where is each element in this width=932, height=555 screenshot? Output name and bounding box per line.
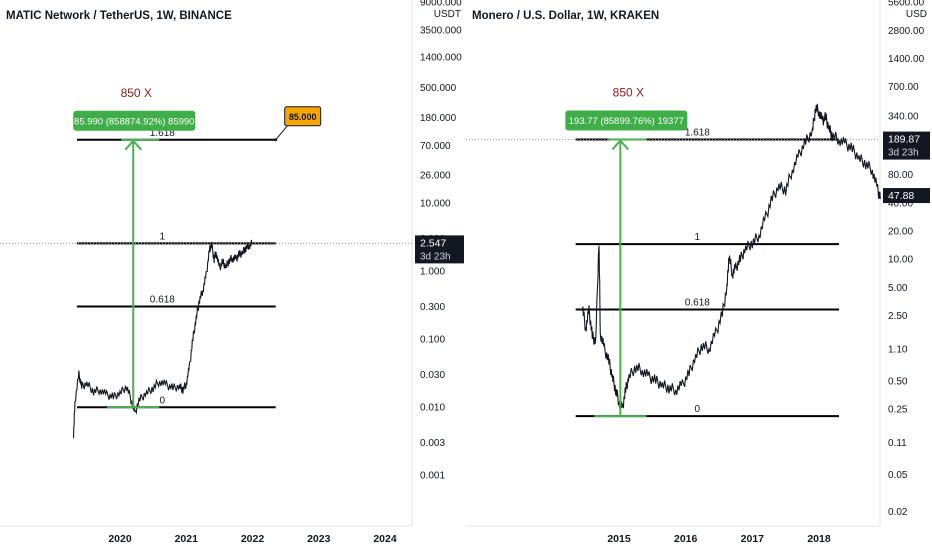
y-tick-label: 1.10 xyxy=(888,344,908,355)
y-tick-label: 40.00 xyxy=(888,198,913,209)
y-tick-label: 500.000 xyxy=(420,83,457,94)
y-tick-label: 0.02 xyxy=(888,507,908,518)
x-tick-label: 2024 xyxy=(373,533,397,545)
cursor-price-tag xyxy=(883,131,930,160)
y-tick-label: 1.000 xyxy=(420,267,445,278)
y-tick-label: 10.000 xyxy=(420,199,451,210)
measure-label-text: 193.77 (85899.76%) 19377 xyxy=(569,116,684,127)
y-tick-label: 3500.000 xyxy=(420,26,462,37)
x-tick-label: 2020 xyxy=(108,533,132,545)
y-tick-label: 1400.00 xyxy=(888,54,925,65)
last-price-value: 2.547 xyxy=(420,237,446,249)
cursor-price-value: 189.87 xyxy=(888,134,920,146)
y-tick-label: 1400.000 xyxy=(420,53,462,64)
y-tick-label: 0.11 xyxy=(888,438,907,449)
y-tick-label: 10.00 xyxy=(888,255,913,266)
multiple-label: 850 X xyxy=(121,86,152,100)
y-tick-label: 70.000 xyxy=(420,141,451,152)
y-tick-label: 0.05 xyxy=(888,470,908,481)
y-tick-label: 20.00 xyxy=(888,227,913,238)
chart-title: Monero / U.S. Dollar, 1W, KRAKEN xyxy=(472,10,659,22)
cursor-price-countdown: 3d 23h xyxy=(888,148,919,159)
callout-box[interactable] xyxy=(284,106,322,127)
y-tick-label: 0.25 xyxy=(888,405,908,416)
y-tick-label: 0.50 xyxy=(888,376,908,387)
y-tick-label: 5600.00 xyxy=(888,0,925,9)
last-price-tag xyxy=(415,235,464,264)
fib-level-label: 1.618 xyxy=(150,128,175,139)
fib-level-label: 0 xyxy=(160,395,166,406)
currency-label: USDT xyxy=(434,9,461,20)
y-tick-label: 2.50 xyxy=(888,311,908,322)
measure-label-box xyxy=(73,110,196,131)
chart-pane-1[interactable]: MATIC Network / TetherUS, 1W, BINANCE USD… xyxy=(0,0,464,545)
measure-label-text: 85.990 (858874.92%) 85990 xyxy=(74,116,194,127)
fib-level-label: 1 xyxy=(160,231,166,242)
x-tick-label: 2015 xyxy=(607,533,631,545)
y-tick-label: 26.000 xyxy=(420,170,451,181)
y-tick-label: 340.00 xyxy=(888,111,919,122)
y-tick-label: 180.000 xyxy=(420,113,457,124)
y-tick-label: 0.010 xyxy=(420,403,445,414)
x-tick-label: 2017 xyxy=(741,533,765,545)
x-tick-label: 2018 xyxy=(807,533,831,545)
measure-label-box xyxy=(565,110,688,131)
callout-anchor-dot xyxy=(274,138,278,142)
price-series-line[interactable] xyxy=(581,103,881,409)
fib-level-label: 1.618 xyxy=(685,128,710,139)
y-tick-label: 0.001 xyxy=(420,471,445,482)
y-tick-label: 2800.00 xyxy=(888,26,925,37)
fib-level-label: 0.618 xyxy=(685,297,710,308)
fib-level-label: 0 xyxy=(695,404,701,415)
fib-level-label: 1 xyxy=(695,232,701,243)
chart-title: MATIC Network / TetherUS, 1W, BINANCE xyxy=(6,10,232,22)
y-tick-label: 80.00 xyxy=(888,170,913,181)
callout-label: 85.000 xyxy=(289,112,317,122)
last-price-value: 47.88 xyxy=(888,190,914,202)
multiple-label: 850 X xyxy=(613,86,644,100)
y-tick-label: 0.030 xyxy=(420,370,445,381)
price-series-line[interactable] xyxy=(73,239,253,439)
y-tick-label: 0.003 xyxy=(420,438,445,449)
currency-label: USD xyxy=(906,9,927,20)
y-tick-label: 0.100 xyxy=(420,335,445,346)
measure-arrow-head xyxy=(124,139,142,151)
y-tick-label: 5.00 xyxy=(888,283,908,294)
last-price-tag xyxy=(883,188,930,204)
x-tick-label: 2016 xyxy=(674,533,698,545)
y-tick-label: 9000.000 xyxy=(420,0,462,9)
fib-level-label: 0.618 xyxy=(150,295,175,306)
chart-pane-2[interactable]: Monero / U.S. Dollar, 1W, KRAKEN USD5600.… xyxy=(466,0,930,545)
y-tick-label: 700.00 xyxy=(888,82,919,93)
measure-arrow-head xyxy=(611,139,630,151)
x-tick-label: 2022 xyxy=(241,533,265,545)
last-price-countdown: 3d 23h xyxy=(420,251,451,262)
x-tick-label: 2023 xyxy=(307,533,331,545)
x-tick-label: 2021 xyxy=(175,533,199,545)
y-tick-label: 0.300 xyxy=(420,302,445,313)
